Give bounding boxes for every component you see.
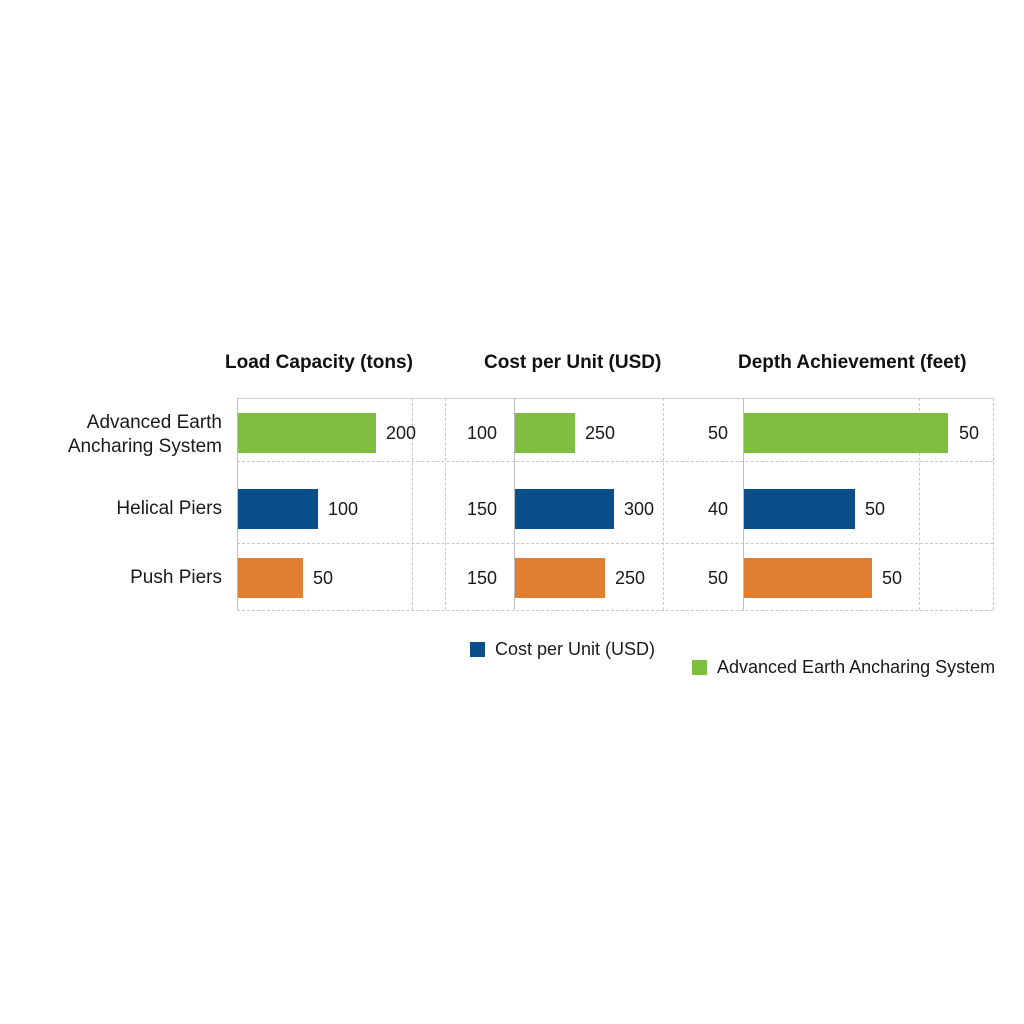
legend-swatch-blue [470, 642, 485, 657]
bar-depth-push-piers [744, 558, 872, 598]
panel3-axis [743, 398, 744, 610]
row-label-push-piers: Push Piers [130, 567, 222, 588]
value-label: 50 [865, 499, 886, 519]
panel1-gridline [412, 398, 413, 610]
left-value-label: 50 [708, 423, 729, 443]
bar-depth-helical-piers [744, 489, 855, 529]
grid-row-separator [237, 543, 993, 544]
row-label-line2: Ancharing System [67, 436, 222, 457]
panel-title-depth-achievement: Depth Achievement (feet) [738, 352, 967, 373]
bar-cost-advanced-earth [515, 413, 575, 453]
value-label: 50 [959, 423, 980, 443]
panel-divider [445, 398, 446, 610]
left-value-label: 50 [708, 568, 729, 588]
bar-cost-push-piers [515, 558, 605, 598]
grid-top-border [237, 398, 993, 399]
grid-bottom-border [237, 610, 993, 611]
legend-item-advanced-earth: Advanced Earth Ancharing System [692, 657, 995, 678]
legend-swatch-green [692, 660, 707, 675]
panel2-axis [514, 398, 515, 610]
bar-depth-advanced-earth [744, 413, 948, 453]
bar-load-helical-piers [238, 489, 318, 529]
bar-cost-helical-piers [515, 489, 614, 529]
value-label: 100 [328, 499, 359, 519]
left-value-label: 40 [708, 499, 729, 519]
bar-load-push-piers [238, 558, 303, 598]
value-label: 250 [585, 423, 616, 443]
legend-label: Cost per Unit (USD) [495, 639, 656, 659]
legend-item-cost-per-unit: Cost per Unit (USD) [470, 639, 655, 660]
value-label: 200 [386, 423, 417, 443]
grid-right-border [993, 398, 994, 610]
value-label: 50 [882, 568, 903, 588]
left-value-label: 150 [467, 499, 498, 519]
row-label-helical-piers: Helical Piers [116, 498, 222, 519]
panel3-gridline [919, 398, 920, 610]
row-label-advanced-earth: Advanced Earth Ancharing System [68, 411, 222, 459]
panel-title-load-capacity: Load Capacity (tons) [225, 352, 413, 373]
row-label-line1: Advanced Earth [86, 412, 222, 433]
legend-label: Advanced Earth Ancharing System [717, 657, 996, 677]
bar-load-advanced-earth [238, 413, 376, 453]
value-label: 250 [615, 568, 646, 588]
left-value-label: 150 [467, 568, 498, 588]
value-label: 50 [313, 568, 334, 588]
panel1-axis [237, 398, 238, 610]
panel-title-cost-per-unit: Cost per Unit (USD) [484, 352, 662, 373]
value-label: 300 [624, 499, 655, 519]
grid-row-separator [237, 461, 993, 462]
left-value-label: 100 [467, 423, 498, 443]
panel2-gridline [663, 398, 664, 610]
